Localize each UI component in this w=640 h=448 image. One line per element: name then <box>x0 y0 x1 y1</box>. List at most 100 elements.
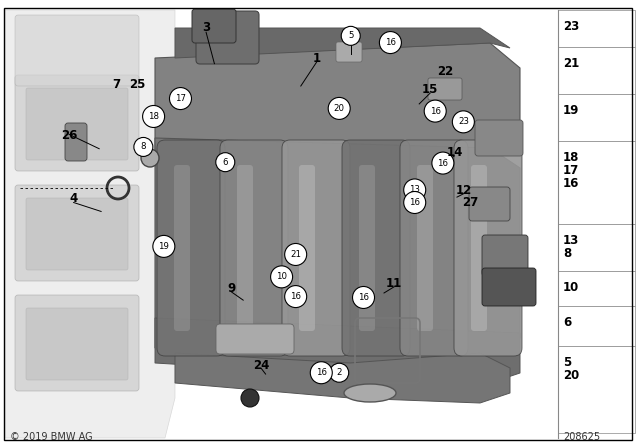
Text: 6: 6 <box>563 316 572 329</box>
Text: 21: 21 <box>290 250 301 259</box>
Text: 18: 18 <box>148 112 159 121</box>
FancyBboxPatch shape <box>482 268 536 306</box>
FancyBboxPatch shape <box>15 15 139 86</box>
Text: 2: 2 <box>337 368 342 377</box>
Polygon shape <box>5 10 175 438</box>
Bar <box>558 271 635 306</box>
Bar <box>558 10 635 47</box>
Text: 27: 27 <box>462 196 479 209</box>
Circle shape <box>404 179 426 201</box>
Text: 13: 13 <box>409 185 420 194</box>
Bar <box>558 224 635 271</box>
FancyBboxPatch shape <box>342 140 410 356</box>
Text: 16: 16 <box>316 368 327 377</box>
Ellipse shape <box>344 384 396 402</box>
FancyBboxPatch shape <box>216 324 294 354</box>
Polygon shape <box>175 353 510 403</box>
Text: 4: 4 <box>70 191 77 205</box>
Text: 10: 10 <box>276 272 287 281</box>
Circle shape <box>341 26 360 45</box>
Text: 5: 5 <box>348 31 353 40</box>
Text: 21: 21 <box>563 57 579 70</box>
FancyBboxPatch shape <box>15 185 139 281</box>
Circle shape <box>285 243 307 266</box>
Bar <box>558 94 635 141</box>
Text: 16: 16 <box>385 38 396 47</box>
FancyBboxPatch shape <box>282 140 350 356</box>
Text: 1: 1 <box>313 52 321 65</box>
Bar <box>558 306 635 346</box>
Text: 17: 17 <box>563 164 579 177</box>
Text: 20: 20 <box>333 104 345 113</box>
Circle shape <box>452 111 474 133</box>
Circle shape <box>143 105 164 128</box>
Text: 18: 18 <box>563 151 579 164</box>
Circle shape <box>134 138 153 156</box>
Circle shape <box>271 266 292 288</box>
Text: 16: 16 <box>409 198 420 207</box>
FancyBboxPatch shape <box>454 140 522 356</box>
Text: 17: 17 <box>175 94 186 103</box>
FancyBboxPatch shape <box>192 9 236 43</box>
Text: 15: 15 <box>422 83 438 96</box>
Circle shape <box>380 31 401 54</box>
Text: 23: 23 <box>458 117 469 126</box>
Text: 5: 5 <box>563 356 572 369</box>
FancyBboxPatch shape <box>15 75 139 171</box>
Text: 10: 10 <box>563 280 579 293</box>
Polygon shape <box>155 318 520 383</box>
FancyBboxPatch shape <box>359 165 375 331</box>
FancyBboxPatch shape <box>428 78 462 100</box>
Polygon shape <box>175 28 510 58</box>
FancyBboxPatch shape <box>469 187 510 221</box>
FancyBboxPatch shape <box>26 88 128 160</box>
Text: 19: 19 <box>563 104 579 117</box>
Text: 16: 16 <box>429 107 441 116</box>
Circle shape <box>353 286 374 309</box>
Polygon shape <box>155 43 520 158</box>
Text: 8: 8 <box>141 142 146 151</box>
Text: 16: 16 <box>358 293 369 302</box>
Polygon shape <box>155 138 520 353</box>
Text: 26: 26 <box>61 129 77 142</box>
Bar <box>558 141 635 224</box>
FancyBboxPatch shape <box>417 165 433 331</box>
Text: 25: 25 <box>129 78 146 91</box>
Text: 208625: 208625 <box>563 432 600 442</box>
Text: 11: 11 <box>386 276 403 290</box>
Circle shape <box>310 362 332 384</box>
Bar <box>558 346 635 433</box>
Text: 7: 7 <box>113 78 120 91</box>
FancyBboxPatch shape <box>220 140 288 356</box>
FancyBboxPatch shape <box>471 165 487 331</box>
Circle shape <box>216 153 235 172</box>
Text: 23: 23 <box>563 20 579 33</box>
Text: 19: 19 <box>159 242 169 251</box>
Circle shape <box>330 363 349 382</box>
Text: 16: 16 <box>563 177 579 190</box>
FancyBboxPatch shape <box>26 198 128 270</box>
Text: 14: 14 <box>446 146 463 159</box>
Text: 20: 20 <box>563 369 579 382</box>
Circle shape <box>328 97 350 120</box>
Ellipse shape <box>141 149 159 167</box>
FancyBboxPatch shape <box>157 140 225 356</box>
Circle shape <box>285 285 307 308</box>
Circle shape <box>424 100 446 122</box>
FancyBboxPatch shape <box>174 165 190 331</box>
Text: 22: 22 <box>436 65 453 78</box>
Text: 13: 13 <box>563 234 579 247</box>
FancyBboxPatch shape <box>237 165 253 331</box>
FancyBboxPatch shape <box>400 140 468 356</box>
FancyBboxPatch shape <box>15 295 139 391</box>
FancyBboxPatch shape <box>482 235 528 276</box>
FancyBboxPatch shape <box>475 120 523 156</box>
FancyBboxPatch shape <box>196 11 259 64</box>
Text: © 2019 BMW AG: © 2019 BMW AG <box>10 432 93 442</box>
FancyBboxPatch shape <box>299 165 315 331</box>
FancyBboxPatch shape <box>65 123 87 161</box>
Text: 8: 8 <box>563 247 572 260</box>
FancyBboxPatch shape <box>26 308 128 380</box>
Text: 3: 3 <box>202 21 210 34</box>
Text: 24: 24 <box>253 358 269 372</box>
